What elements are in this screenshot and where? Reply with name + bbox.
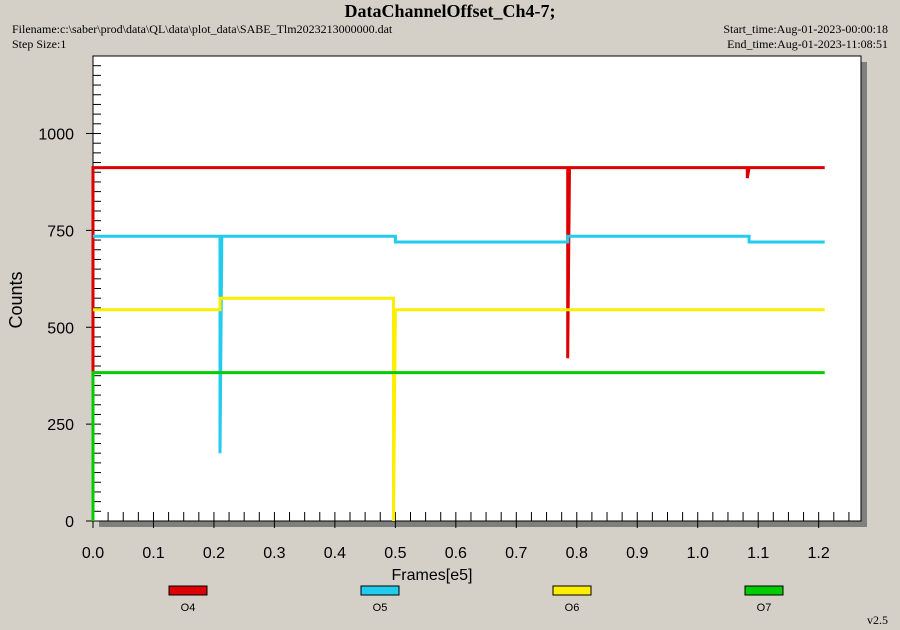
filename-label: Filename:c:\saber\prod\data\QL\data\plot…: [12, 22, 393, 36]
x-tick-label: 0.7: [505, 545, 527, 562]
legend-label-o6: O6: [565, 602, 580, 614]
y-axis-label: Counts: [6, 271, 26, 328]
series-line-o4: [91, 166, 825, 521]
chart-title: DataChannelOffset_Ch4-7;: [344, 1, 556, 21]
legend-swatch-o4: [168, 585, 208, 596]
y-tick-label: 500: [47, 320, 74, 337]
legend-label-o7: O7: [757, 602, 772, 614]
x-tick-label: 1.0: [687, 545, 709, 562]
start-time-label: Start_time:Aug-01-2023-00:00:18: [723, 22, 888, 36]
series-line-o7: [91, 371, 825, 521]
x-tick-label: 0.5: [384, 545, 406, 562]
x-tick-label: 0.1: [142, 545, 164, 562]
y-tick-label: 750: [47, 223, 74, 240]
y-tick-label: 1000: [38, 127, 74, 144]
legend-label-o5: O5: [373, 602, 388, 614]
x-tick-label: 0.2: [203, 545, 225, 562]
x-tick-label: 0.9: [626, 545, 648, 562]
plot-area: [92, 55, 862, 522]
time-info: Start_time:Aug-01-2023-00:00:18 End_time…: [723, 22, 888, 52]
series-line-o5: [93, 234, 825, 454]
step-size-label: Step Size:1: [12, 37, 67, 51]
y-tick-label: 250: [47, 417, 74, 434]
x-tick-label: 0.0: [82, 545, 104, 562]
version-label: v2.5: [867, 613, 888, 627]
x-tick-label: 0.3: [263, 545, 285, 562]
x-tick-label: 0.6: [445, 545, 467, 562]
legend-swatch-o6: [552, 585, 592, 596]
x-tick-label: 0.4: [324, 545, 346, 562]
file-info: Filename:c:\saber\prod\data\QL\data\plot…: [12, 22, 392, 52]
y-tick-label: 0: [65, 514, 74, 531]
legend-swatch-o5: [360, 585, 400, 596]
legend-label-o4: O4: [181, 602, 196, 614]
x-axis-label: Frames[e5]: [392, 567, 473, 584]
legend-swatch-o7: [744, 585, 784, 596]
x-tick-label: 1.1: [747, 545, 769, 562]
x-tick-label: 1.2: [808, 545, 830, 562]
series-line-o6: [93, 296, 825, 522]
x-tick-label: 0.8: [566, 545, 588, 562]
end-time-label: End_time:Aug-01-2023-11:08:51: [727, 37, 888, 51]
